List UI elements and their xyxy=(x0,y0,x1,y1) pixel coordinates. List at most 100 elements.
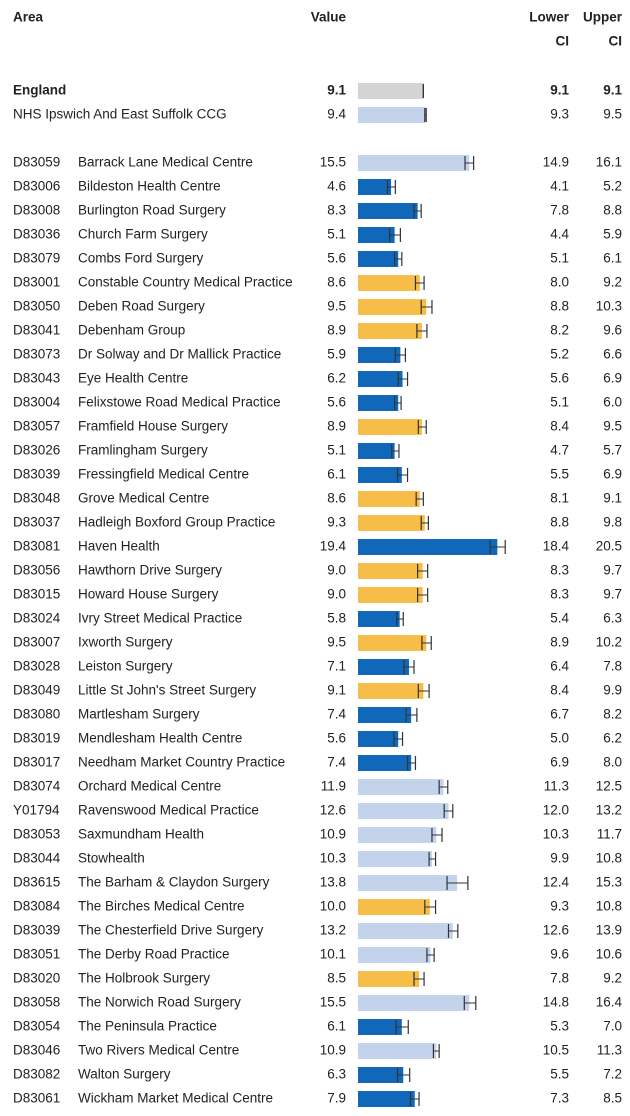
area-name: Martlesham Surgery xyxy=(78,707,200,722)
bar xyxy=(358,851,432,867)
value-label: 6.1 xyxy=(327,467,346,482)
upper-ci-label: 10.8 xyxy=(596,851,622,866)
lower-ci-label: 6.7 xyxy=(550,707,569,722)
bar xyxy=(358,179,392,195)
area-code: D83028 xyxy=(13,659,60,674)
lower-ci-label: 6.4 xyxy=(550,659,569,674)
area-code: D83044 xyxy=(13,851,61,866)
bar xyxy=(358,731,399,747)
lower-ci-label: 8.0 xyxy=(550,275,569,290)
upper-ci-label: 15.3 xyxy=(596,875,622,890)
upper-ci-label: 6.9 xyxy=(603,371,622,386)
upper-ci-label: 9.2 xyxy=(603,971,622,986)
area-code: D83007 xyxy=(13,635,60,650)
bar xyxy=(358,683,424,699)
area-code: D83061 xyxy=(13,1091,60,1106)
lower-ci-label: 9.3 xyxy=(550,107,569,122)
bar xyxy=(358,587,423,603)
area-code: D83080 xyxy=(13,707,60,722)
value-label: 5.8 xyxy=(327,611,346,626)
value-label: 7.9 xyxy=(327,1091,346,1106)
header-lower: Lower xyxy=(529,10,570,25)
area-name: Hawthorn Drive Surgery xyxy=(78,563,222,578)
value-label: 12.6 xyxy=(320,803,346,818)
upper-ci-label: 6.9 xyxy=(603,467,622,482)
header-upper: Upper xyxy=(583,10,623,25)
area-code: D83046 xyxy=(13,1043,60,1058)
value-label: 7.4 xyxy=(327,707,346,722)
upper-ci-label: 6.0 xyxy=(603,395,622,410)
upper-ci-label: 13.2 xyxy=(596,803,622,818)
value-label: 7.1 xyxy=(327,659,346,674)
area-code: D83074 xyxy=(13,779,61,794)
value-label: 15.5 xyxy=(320,155,346,170)
area-name: Saxmundham Health xyxy=(78,827,204,842)
upper-ci-label: 9.1 xyxy=(603,83,622,98)
lower-ci-label: 5.0 xyxy=(550,731,569,746)
lower-ci-label: 5.6 xyxy=(550,371,569,386)
upper-ci-label: 11.3 xyxy=(597,1043,622,1058)
area-name: Bildeston Health Centre xyxy=(78,179,221,194)
value-label: 13.8 xyxy=(320,875,346,890)
header-area: Area xyxy=(13,10,44,25)
area-code: D83615 xyxy=(13,875,60,890)
area-code: D83041 xyxy=(13,323,60,338)
value-label: 9.0 xyxy=(327,563,346,578)
upper-ci-label: 10.2 xyxy=(596,635,622,650)
bar xyxy=(358,371,403,387)
value-label: 8.6 xyxy=(327,491,346,506)
upper-ci-label: 7.2 xyxy=(603,1067,622,1082)
lower-ci-label: 5.4 xyxy=(550,611,569,626)
upper-ci-label: 10.8 xyxy=(596,899,622,914)
lower-ci-label: 9.9 xyxy=(550,851,569,866)
area-name: Church Farm Surgery xyxy=(78,227,208,242)
lower-ci-label: 8.2 xyxy=(550,323,569,338)
upper-ci-label: 9.5 xyxy=(603,107,622,122)
bar xyxy=(358,1067,404,1083)
area-name: Barrack Lane Medical Centre xyxy=(78,155,253,170)
value-label: 5.1 xyxy=(327,443,346,458)
value-label: 13.2 xyxy=(320,923,346,938)
area-name: The Birches Medical Centre xyxy=(78,899,245,914)
area-name: Framlingham Surgery xyxy=(78,443,208,458)
upper-ci-label: 20.5 xyxy=(596,539,622,554)
area-code: D83043 xyxy=(13,371,60,386)
value-label: 8.9 xyxy=(327,323,346,338)
area-code: D83036 xyxy=(13,227,60,242)
value-label: 8.9 xyxy=(327,419,346,434)
bar xyxy=(358,251,399,267)
value-label: 9.4 xyxy=(327,107,346,122)
bar xyxy=(358,659,409,675)
upper-ci-label: 12.5 xyxy=(596,779,622,794)
upper-ci-label: 10.3 xyxy=(596,299,622,314)
lower-ci-label: 12.6 xyxy=(543,923,569,938)
value-label: 10.9 xyxy=(320,1043,346,1058)
upper-ci-label: 16.4 xyxy=(596,995,623,1010)
value-label: 9.3 xyxy=(327,515,346,530)
lower-ci-label: 7.8 xyxy=(550,203,569,218)
area-name: The Chesterfield Drive Surgery xyxy=(78,923,264,938)
value-label: 15.5 xyxy=(320,995,346,1010)
bar xyxy=(358,995,470,1011)
bar xyxy=(358,1091,415,1107)
bar xyxy=(358,443,395,459)
bar xyxy=(358,395,399,411)
area-name: Two Rivers Medical Centre xyxy=(78,1043,239,1058)
value-label: 8.5 xyxy=(327,971,346,986)
bar xyxy=(358,563,423,579)
upper-ci-label: 7.8 xyxy=(603,659,622,674)
upper-ci-label: 8.5 xyxy=(603,1091,622,1106)
lower-ci-label: 5.5 xyxy=(550,1067,569,1082)
area-code: D83058 xyxy=(13,995,60,1010)
value-label: 9.1 xyxy=(327,83,346,98)
value-label: 8.6 xyxy=(327,275,346,290)
area-code: D83081 xyxy=(13,539,60,554)
upper-ci-label: 16.1 xyxy=(596,155,622,170)
value-label: 10.1 xyxy=(320,947,346,962)
lower-ci-label: 11.3 xyxy=(544,779,569,794)
lower-ci-label: 5.1 xyxy=(550,251,569,266)
area-name: Mendlesham Health Centre xyxy=(78,731,242,746)
lower-ci-label: 4.4 xyxy=(550,227,569,242)
area-name: Little St John's Street Surgery xyxy=(78,683,256,698)
lower-ci-label: 7.3 xyxy=(550,1091,569,1106)
